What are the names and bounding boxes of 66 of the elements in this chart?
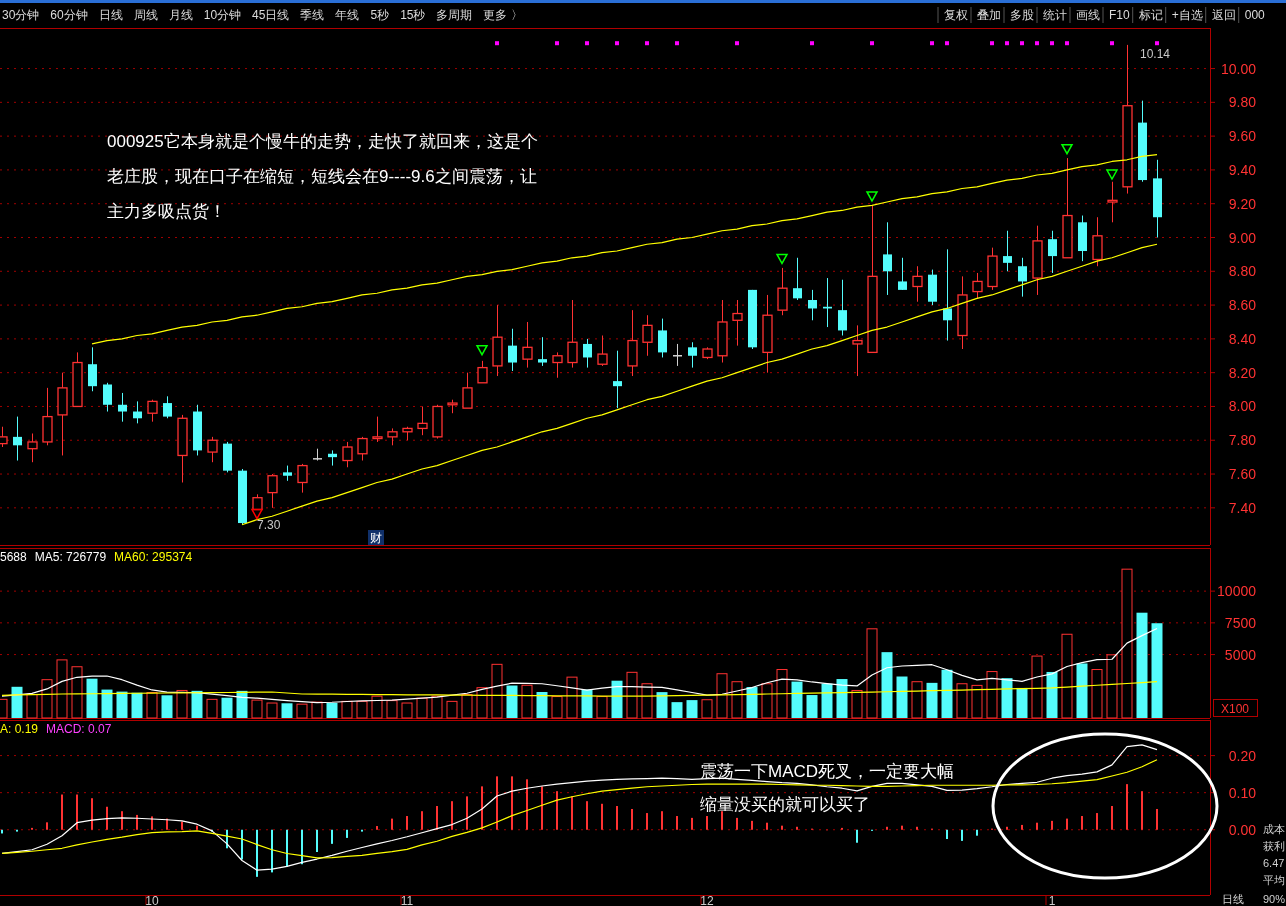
- y-tick-label: 7500: [1224, 614, 1257, 631]
- text: 标记: [1137, 8, 1163, 22]
- text: 返回: [1211, 8, 1236, 22]
- text: 统计: [1043, 8, 1067, 22]
- text: 更多 〉: [483, 8, 523, 22]
- text: 日线: [1222, 893, 1244, 905]
- text: 日线: [98, 8, 123, 22]
- y-tick-label: 9.20: [1228, 195, 1257, 212]
- text: 60分钟: [50, 8, 88, 22]
- y-tick-label: 9.40: [1228, 161, 1257, 178]
- y-axis-title: X100: [1220, 702, 1250, 716]
- y-tick-label: 9.80: [1228, 94, 1257, 111]
- y-tick-label: 0.20: [1228, 747, 1257, 764]
- text: 15秒: [400, 8, 426, 22]
- y-tick-label: 9.60: [1228, 128, 1257, 145]
- text: 30分钟: [2, 8, 40, 22]
- y-tick-label: 7.40: [1228, 499, 1257, 516]
- text: MA60: 295374: [114, 550, 193, 564]
- text: F10: [1109, 8, 1130, 22]
- text: 季线: [300, 8, 325, 22]
- y-tick-label: 8.60: [1228, 297, 1257, 314]
- x-tick-label: 11: [400, 894, 414, 906]
- text: 叠加: [977, 8, 1001, 22]
- annotation: 缩量没买的就可以买了: [700, 795, 870, 814]
- y-tick-label: 8.80: [1228, 263, 1257, 280]
- text: MA5: 726779: [34, 550, 107, 564]
- text: 90%: [1263, 893, 1286, 905]
- text: 年线: [335, 8, 360, 22]
- text: 成本: [1263, 823, 1285, 835]
- text: 000: [1244, 8, 1266, 22]
- x-tick-label: 10: [145, 894, 159, 906]
- text: 周线: [133, 8, 158, 22]
- y-tick-label: 7.80: [1228, 432, 1257, 449]
- text: 平均: [1263, 874, 1285, 886]
- y-tick-label: 8.20: [1228, 364, 1257, 381]
- text: 复权: [944, 8, 968, 22]
- y-tick-label: 10000: [1217, 583, 1257, 600]
- y-tick-label: 7.60: [1228, 466, 1257, 483]
- x-tick-label: 12: [700, 894, 714, 906]
- y-tick-label: 8.40: [1228, 330, 1257, 347]
- annotation: 老庄股，现在口子在缩短，短线会在9----9.6之间震荡，让: [107, 167, 537, 186]
- annotation: 财: [370, 531, 382, 545]
- text: +自选: [1171, 8, 1203, 22]
- y-tick-label: 5000: [1224, 646, 1257, 663]
- text: 5秒: [370, 8, 390, 22]
- text: 6.47: [1263, 857, 1285, 869]
- text: 45日线: [252, 8, 290, 22]
- annotation: MACD: 0.07: [46, 722, 112, 736]
- text: 画线: [1076, 8, 1100, 22]
- y-tick-label: 9.00: [1228, 229, 1257, 246]
- text: 月线: [168, 8, 193, 22]
- y-tick-label: 8.00: [1228, 398, 1257, 415]
- annotation: 10.14: [1140, 47, 1171, 61]
- annotation: 000925它本身就是个慢牛的走势，走快了就回来，这是个: [107, 132, 538, 151]
- annotation: 5688: [0, 550, 28, 564]
- y-tick-label: 0.00: [1228, 821, 1257, 838]
- annotation: 主力多吸点货！: [107, 202, 226, 221]
- y-tick-label: 10.00: [1220, 60, 1257, 77]
- x-tick-label: 1: [1048, 894, 1056, 906]
- text: 10分钟: [203, 8, 242, 22]
- y-tick-label: 0.10: [1228, 784, 1257, 801]
- text: 多股: [1010, 8, 1034, 22]
- text: 获利: [1263, 840, 1285, 852]
- text: 多周期: [436, 8, 473, 22]
- text: A: 0.19: [0, 722, 39, 736]
- annotation: 7.30: [257, 518, 281, 532]
